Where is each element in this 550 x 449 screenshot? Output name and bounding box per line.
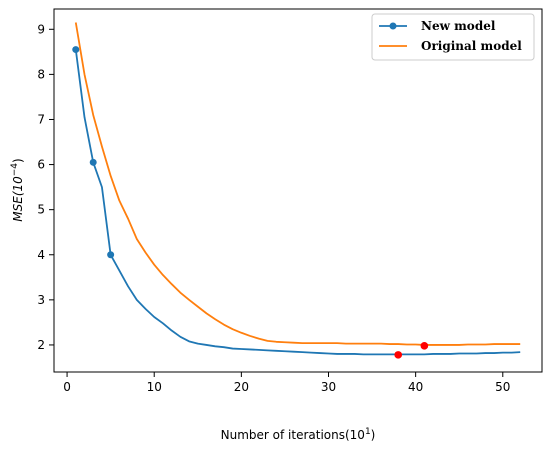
- plot-area: [72, 22, 521, 359]
- highlight-point-1: [394, 351, 403, 359]
- y-tick-label-5: 5: [37, 203, 45, 217]
- x-tick-label-10: 10: [147, 380, 162, 394]
- series-marker-new-model-1: [72, 46, 80, 54]
- series-marker-new-model-3: [89, 158, 97, 166]
- y-tick-label-4: 4: [37, 248, 45, 262]
- x-axis-label: Number of iterations(101): [221, 427, 376, 442]
- legend-label-original-model: Original model: [421, 39, 522, 53]
- y-tick-label-8: 8: [37, 67, 45, 81]
- x-tick-label-0: 0: [63, 380, 71, 394]
- highlight-point-2: [420, 342, 429, 350]
- legend: New model Original model: [371, 13, 535, 61]
- legend-box: [371, 13, 535, 61]
- x-tick-label-40: 40: [408, 380, 423, 394]
- legend-label-new-model: New model: [421, 19, 496, 33]
- axes-frame: [53, 8, 543, 373]
- x-tick-label-20: 20: [234, 380, 249, 394]
- series-marker-new-model-5: [107, 251, 115, 259]
- x-tick-label-30: 30: [321, 380, 336, 394]
- series-line-original-model: [74, 22, 521, 346]
- y-tick-label-2: 2: [37, 338, 45, 352]
- y-tick-label-9: 9: [37, 22, 45, 36]
- series-line-new-model: [74, 49, 521, 356]
- y-tick-label-7: 7: [37, 112, 45, 126]
- x-tick-label-50: 50: [495, 380, 510, 394]
- y-tick-label-3: 3: [37, 293, 45, 307]
- legend-marker-new-model: [389, 22, 397, 30]
- y-axis-label: MSE(10−4): [10, 158, 25, 221]
- y-tick-label-6: 6: [37, 158, 45, 172]
- axis-ticks: 0 10 20 30 40 50 2 3 4 5 6 7 8 9: [37, 22, 510, 394]
